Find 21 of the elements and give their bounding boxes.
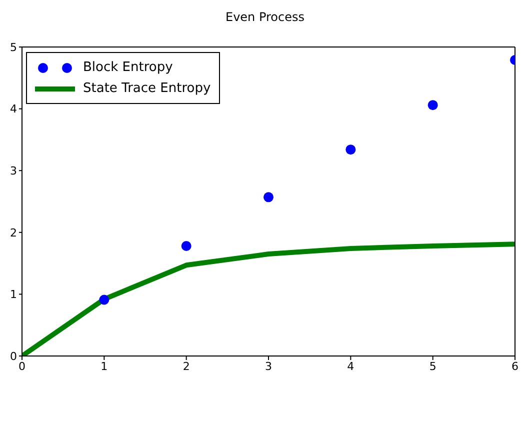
chart-title: Even Process — [224, 10, 306, 24]
x-tick-label: 5 — [429, 360, 436, 373]
legend-label: Block Entropy — [83, 60, 173, 75]
x-tick-label: 1 — [100, 360, 108, 373]
y-tick-label: 5 — [10, 40, 17, 54]
x-tick-label: 2 — [182, 360, 190, 373]
point — [264, 192, 274, 202]
legend-label: State Trace Entropy — [83, 81, 211, 96]
point — [346, 144, 356, 155]
x-tick-label: 4 — [347, 360, 354, 373]
y-tick-label: 3 — [10, 164, 17, 178]
point — [181, 240, 192, 251]
point — [428, 100, 438, 110]
y-tick-label: 2 — [10, 226, 17, 240]
point — [99, 294, 110, 305]
x-tick-label: 6 — [512, 360, 518, 373]
x-tick-label: 0 — [18, 360, 26, 373]
y-tick-label: 4 — [10, 102, 17, 116]
x-tick-label: 3 — [265, 360, 272, 373]
y-tick-label: 1 — [10, 288, 17, 302]
y-tick-label: 0 — [10, 350, 17, 363]
